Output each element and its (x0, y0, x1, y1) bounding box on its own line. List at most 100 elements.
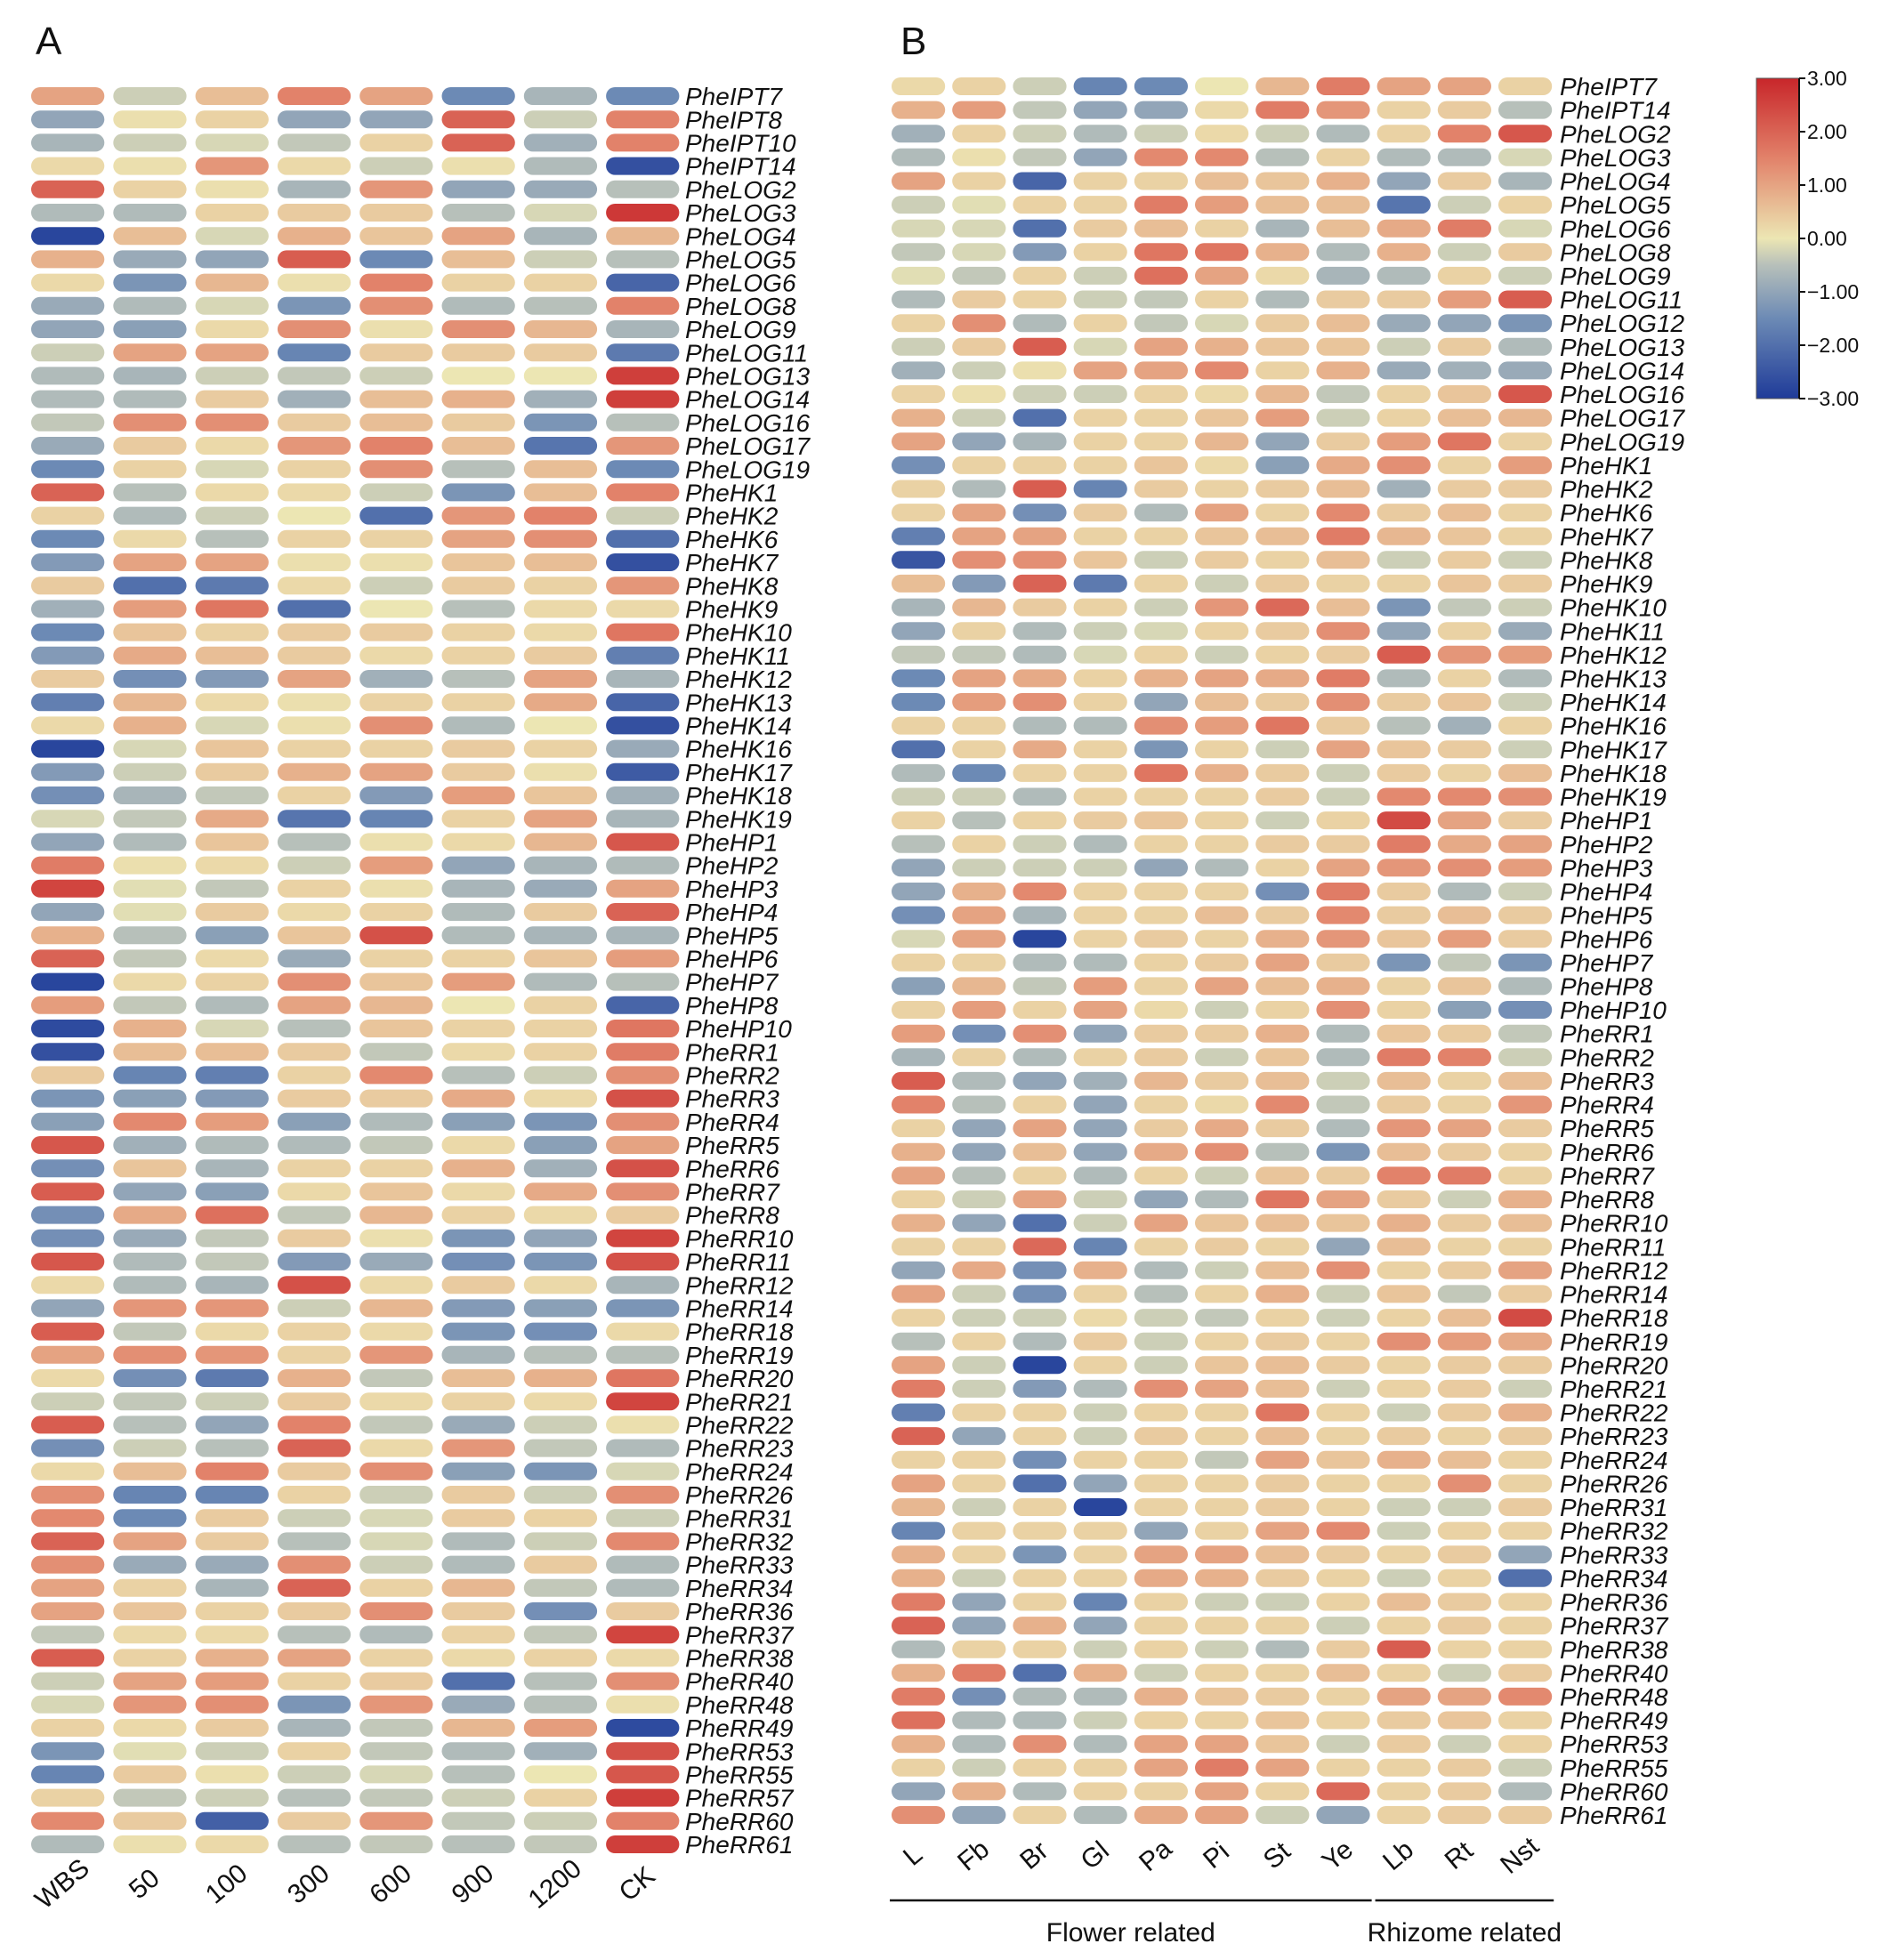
panel-b-cell (1255, 1498, 1310, 1516)
panel-a-cell (113, 1345, 187, 1364)
panel-a-cell (441, 996, 515, 1014)
panel-b-cell (892, 859, 946, 877)
panel-a-cell (441, 367, 515, 385)
panel-b-cell (1316, 716, 1370, 735)
panel-b-cell (1316, 1309, 1370, 1327)
panel-b-cell (1195, 645, 1249, 664)
panel-b-cell (1316, 645, 1370, 664)
panel-a-cell (523, 390, 598, 408)
panel-b-cell (1134, 1309, 1188, 1327)
panel-b-cell (952, 622, 1006, 641)
panel-b-cell (1437, 598, 1491, 617)
panel-a-cell (523, 437, 598, 455)
panel-a-cell (359, 483, 433, 502)
panel-a-cell (606, 1555, 680, 1574)
panel-b-cell (1134, 1782, 1188, 1801)
panel-b-cell (1013, 1356, 1067, 1375)
panel-b-row-label: PheLOG14 (1560, 358, 1684, 385)
panel-a-cell (441, 87, 515, 105)
panel-b-cell (892, 1664, 946, 1682)
panel-b-cell (1316, 763, 1370, 782)
panel-a-cell (606, 1625, 680, 1644)
panel-b-cell (1134, 1403, 1188, 1422)
panel-b-cell (1073, 1214, 1127, 1232)
panel-b-cell (1013, 1166, 1067, 1185)
panel-b-cell (1134, 835, 1188, 853)
panel-b-cell (892, 1356, 946, 1375)
panel-a-row-label: PheHK2 (685, 503, 779, 530)
panel-a-cell (113, 1299, 187, 1318)
panel-a-cell (606, 646, 680, 665)
panel-b-cell (1013, 645, 1067, 664)
panel-a-cell (277, 1462, 351, 1480)
panel-b-cell (952, 1569, 1006, 1587)
panel-b-cell (1498, 101, 1553, 119)
panel-a-cell (113, 1835, 187, 1853)
panel-a-cell (441, 1136, 515, 1154)
panel-b-cell (1498, 1640, 1553, 1658)
panel-a-cell (195, 390, 269, 408)
panel-a-cell (523, 1020, 598, 1037)
panel-a-heatmap: PheIPT7PheIPT8PheIPT10PheIPT14PheLOG2Phe… (29, 83, 811, 1915)
panel-a-cell (359, 1672, 433, 1690)
panel-b-cell (1498, 1782, 1553, 1801)
panel-b-row-label: PheHK17 (1560, 736, 1667, 763)
panel-a-cell (523, 762, 598, 781)
panel-b-cell (1255, 1285, 1310, 1303)
panel-a-cell (113, 1788, 187, 1807)
panel-a-cell (606, 437, 680, 455)
panel-b-row-label: PheRR38 (1560, 1636, 1668, 1664)
panel-a-cell (441, 949, 515, 968)
panel-b-cell (1376, 859, 1431, 877)
panel-a-cell (277, 1811, 351, 1830)
panel-b-cell (952, 1238, 1006, 1256)
panel-b-cell (1376, 1617, 1431, 1635)
panel-a-cell (441, 1253, 515, 1270)
panel-b-row-label: PheHP3 (1560, 854, 1653, 882)
panel-a-cell (277, 1742, 351, 1761)
panel-b-cell (1437, 243, 1491, 262)
panel-a-cell (113, 87, 187, 105)
panel-a-row-label: PheRR48 (685, 1691, 794, 1719)
panel-b-cell (1134, 693, 1188, 711)
panel-a-cell (113, 413, 187, 432)
panel-b-cell (952, 1593, 1006, 1611)
panel-a-row-label: PheLOG8 (685, 293, 796, 320)
panel-a-cell (523, 1112, 598, 1131)
panel-b-cell (952, 1450, 1006, 1469)
panel-b-cell (1134, 1001, 1188, 1019)
panel-b-cell (892, 408, 946, 427)
panel-b-row-label: PheHK8 (1560, 546, 1653, 574)
panel-b-cell (1437, 432, 1491, 451)
panel-b-cell (1376, 551, 1431, 569)
panel-a-cell (277, 204, 351, 222)
panel-a-cell (113, 529, 187, 548)
panel-b-cell (1195, 1095, 1249, 1114)
panel-b-cell (1073, 1427, 1127, 1446)
panel-b-row-label: PheIPT14 (1560, 97, 1671, 125)
panel-b-cell (1073, 574, 1127, 593)
panel-b-cell (1316, 314, 1370, 333)
panel-b-cell (1437, 408, 1491, 427)
panel-a-cell (31, 110, 105, 129)
panel-a-cell (441, 762, 515, 781)
panel-b-cell (1195, 883, 1249, 900)
panel-a-cell (277, 87, 351, 105)
panel-b-cell (892, 716, 946, 735)
panel-a-cell (31, 903, 105, 921)
panel-b-cell (1013, 125, 1067, 143)
panel-b-cell (952, 1758, 1006, 1777)
panel-b-cell (1498, 172, 1553, 190)
panel-b-cell (1498, 1142, 1553, 1161)
panel-a-cell (113, 1625, 187, 1644)
panel-a-row-label: PheHP1 (685, 829, 778, 857)
panel-b-cell (1498, 645, 1553, 664)
panel-b-cell (952, 977, 1006, 996)
panel-a-row-label: PheRR23 (685, 1435, 794, 1463)
panel-a-cell (441, 483, 515, 502)
panel-a-cell (277, 810, 351, 828)
panel-b-cell (1195, 1119, 1249, 1138)
panel-b-cell (1437, 290, 1491, 309)
panel-b-cell (1195, 243, 1249, 262)
panel-a-cell (523, 343, 598, 362)
